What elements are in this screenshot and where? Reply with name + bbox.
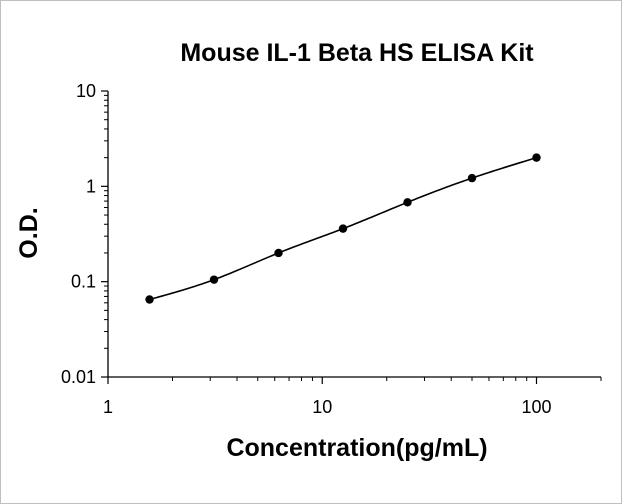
data-points-layer (145, 153, 541, 304)
data-point (209, 275, 219, 284)
y-tick-label: 0.01 (61, 367, 96, 387)
axes: 0.01 0.1 1 10 1 10 100 (61, 81, 602, 417)
data-point (403, 198, 412, 207)
x-tick-label: 100 (521, 397, 551, 417)
data-point (145, 295, 154, 304)
y-tick-label: 0.1 (71, 272, 96, 292)
data-point (274, 248, 283, 258)
y-tick-label: 10 (76, 81, 96, 101)
x-axis-title: Concentration(pg/mL) (226, 434, 487, 462)
y-tick-label: 1 (86, 176, 96, 196)
data-point (532, 153, 541, 162)
x-tick-label: 10 (312, 397, 332, 417)
data-point (467, 173, 477, 183)
x-tick-label: 1 (103, 397, 113, 417)
y-axis-title: O.D. (15, 207, 43, 258)
chart-title: Mouse IL-1 Beta HS ELISA Kit (180, 39, 534, 67)
data-point (338, 224, 348, 233)
